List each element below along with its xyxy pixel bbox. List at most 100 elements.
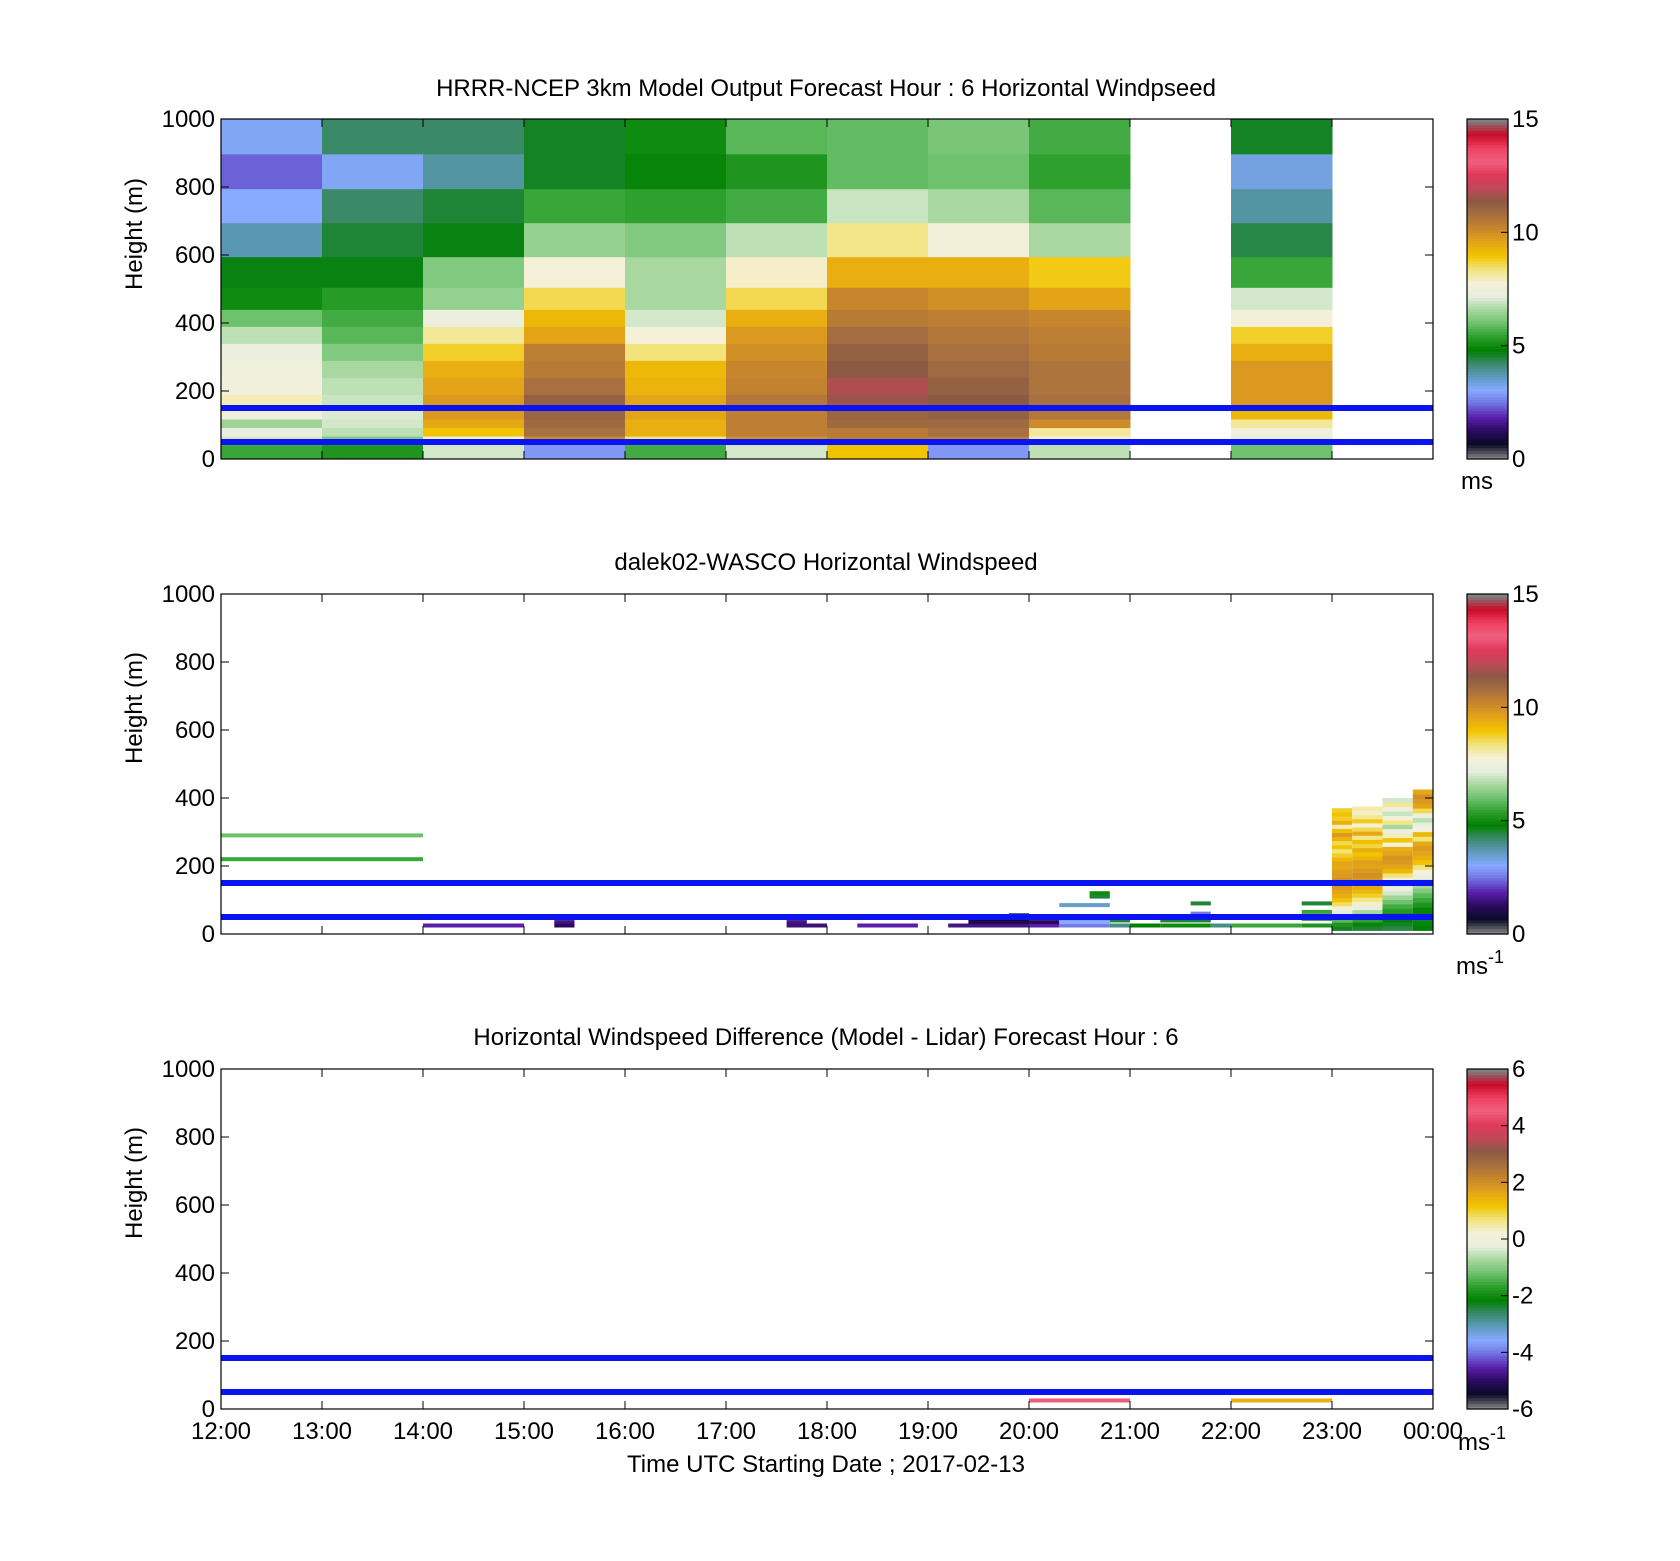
colorbar-swatch <box>1467 800 1508 805</box>
lidar-profile-cell <box>1412 888 1433 894</box>
heatmap-cell <box>423 427 525 437</box>
lidar-profile-cell <box>1352 847 1383 853</box>
model-windspeed-panel: HRRR-NCEP 3km Model Output Forecast Hour… <box>121 75 1539 495</box>
colorbar-swatch <box>1467 676 1508 680</box>
lidar-profile-cell <box>1412 921 1433 927</box>
colorbar-swatch <box>1467 209 1508 214</box>
colorbar-swatch <box>1467 274 1508 279</box>
y-tick-label: 200 <box>175 853 215 880</box>
colorbar-swatch <box>1467 396 1508 401</box>
colorbar-swatch <box>1467 1386 1508 1390</box>
heatmap-cell <box>827 188 929 224</box>
heatmap-cell <box>322 309 424 327</box>
heatmap-cell <box>322 153 424 190</box>
panel-1-title: HRRR-NCEP 3km Model Output Forecast Hour… <box>436 75 1216 102</box>
colorbar-swatch <box>1467 272 1508 276</box>
colorbar-swatch <box>1467 1145 1508 1149</box>
colorbar-swatch <box>1467 1236 1508 1240</box>
colorbar-swatch <box>1467 1278 1508 1283</box>
colorbar-swatch <box>1467 430 1508 435</box>
y-tick-label: 800 <box>175 174 215 201</box>
lidar-profile-cell <box>1352 810 1383 816</box>
lidar-profile-cell <box>1352 901 1383 907</box>
panel-2-colorbar-unit: ms-1 <box>1456 947 1504 980</box>
colorbar-swatch <box>1467 1332 1508 1336</box>
panel-2-unit-base: ms <box>1456 953 1488 980</box>
colorbar-swatch <box>1467 817 1508 822</box>
heatmap-cell <box>423 444 525 460</box>
colorbar-swatch <box>1467 1264 1508 1268</box>
colorbar-tick-label: -6 <box>1512 1396 1533 1423</box>
colorbar-swatch <box>1467 1080 1508 1084</box>
x-tick-label: 00:00 <box>1403 1418 1463 1445</box>
colorbar-swatch <box>1467 1372 1508 1376</box>
colorbar-swatch <box>1467 843 1508 847</box>
heatmap-cell <box>827 343 929 361</box>
heatmap-cell <box>322 287 424 310</box>
colorbar-swatch <box>1467 206 1508 211</box>
colorbar-swatch <box>1467 379 1508 384</box>
heatmap-cell <box>928 360 1030 378</box>
colorbar-swatch <box>1467 619 1508 623</box>
y-tick-label: 400 <box>175 785 215 812</box>
colorbar-swatch <box>1467 280 1508 284</box>
y-tick-label: 1000 <box>162 581 215 608</box>
colorbar-swatch <box>1467 260 1508 265</box>
lidar-observation <box>786 923 827 928</box>
heatmap-cell <box>1231 444 1333 460</box>
colorbar-swatch <box>1467 340 1508 344</box>
lidar-profile-cell <box>1412 883 1433 889</box>
lidar-profile-cell <box>1332 922 1353 927</box>
colorbar-swatch <box>1467 1171 1508 1175</box>
colorbar-swatch <box>1467 679 1508 683</box>
lidar-profile-cell <box>1382 811 1413 816</box>
colorbar-swatch <box>1467 1188 1508 1192</box>
colorbar-swatch <box>1467 1281 1508 1285</box>
colorbar-swatch <box>1467 645 1508 649</box>
lidar-profile-cell <box>1332 906 1353 911</box>
lidar-profile-cell <box>1382 846 1413 852</box>
heatmap-cell <box>423 287 525 310</box>
x-tick-label: 21:00 <box>1100 1418 1160 1445</box>
lidar-profile-cell <box>1332 816 1353 821</box>
colorbar-swatch <box>1467 812 1508 816</box>
colorbar-swatch <box>1467 803 1508 808</box>
heatmap-cell <box>524 343 626 361</box>
panel-1-colorbar: 0 5 10 15 <box>1466 106 1539 473</box>
heatmap-cell <box>524 360 626 378</box>
lidar-profile-cell <box>1412 850 1433 856</box>
colorbar-swatch <box>1467 1253 1508 1257</box>
colorbar-swatch <box>1467 761 1508 765</box>
lidar-observation <box>1130 923 1161 928</box>
colorbar-swatch <box>1467 436 1508 440</box>
colorbar-swatch <box>1467 416 1508 420</box>
colorbar-swatch <box>1467 413 1508 418</box>
lidar-profile-cell <box>1352 885 1383 890</box>
colorbar-swatch <box>1467 357 1508 361</box>
y-tick-label: 200 <box>175 378 215 405</box>
heatmap-cell <box>928 419 1030 429</box>
colorbar-swatch <box>1467 1185 1508 1189</box>
colorbar-tick-label: 15 <box>1512 581 1539 608</box>
heatmap-cell <box>1029 287 1131 310</box>
colorbar-swatch <box>1467 323 1508 327</box>
colorbar-swatch <box>1467 1120 1508 1124</box>
colorbar-swatch <box>1467 232 1508 236</box>
colorbar-swatch <box>1467 334 1508 338</box>
heatmap-cell <box>625 287 727 310</box>
colorbar-swatch <box>1467 303 1508 307</box>
lidar-profile-cell <box>1332 877 1353 882</box>
colorbar-swatch <box>1467 1156 1508 1161</box>
colorbar-swatch <box>1467 147 1508 151</box>
heatmap-cell <box>221 287 323 310</box>
colorbar-swatch <box>1467 1341 1508 1345</box>
colorbar-swatch <box>1467 809 1508 813</box>
heatmap-cell <box>827 287 929 310</box>
colorbar-swatch <box>1467 860 1508 864</box>
colorbar-swatch <box>1467 874 1508 878</box>
heatmap-cell <box>726 360 828 378</box>
colorbar-swatch <box>1467 616 1508 621</box>
colorbar-swatch <box>1467 170 1508 174</box>
lidar-profile-cell <box>1352 897 1383 902</box>
colorbar-swatch <box>1467 1111 1508 1115</box>
